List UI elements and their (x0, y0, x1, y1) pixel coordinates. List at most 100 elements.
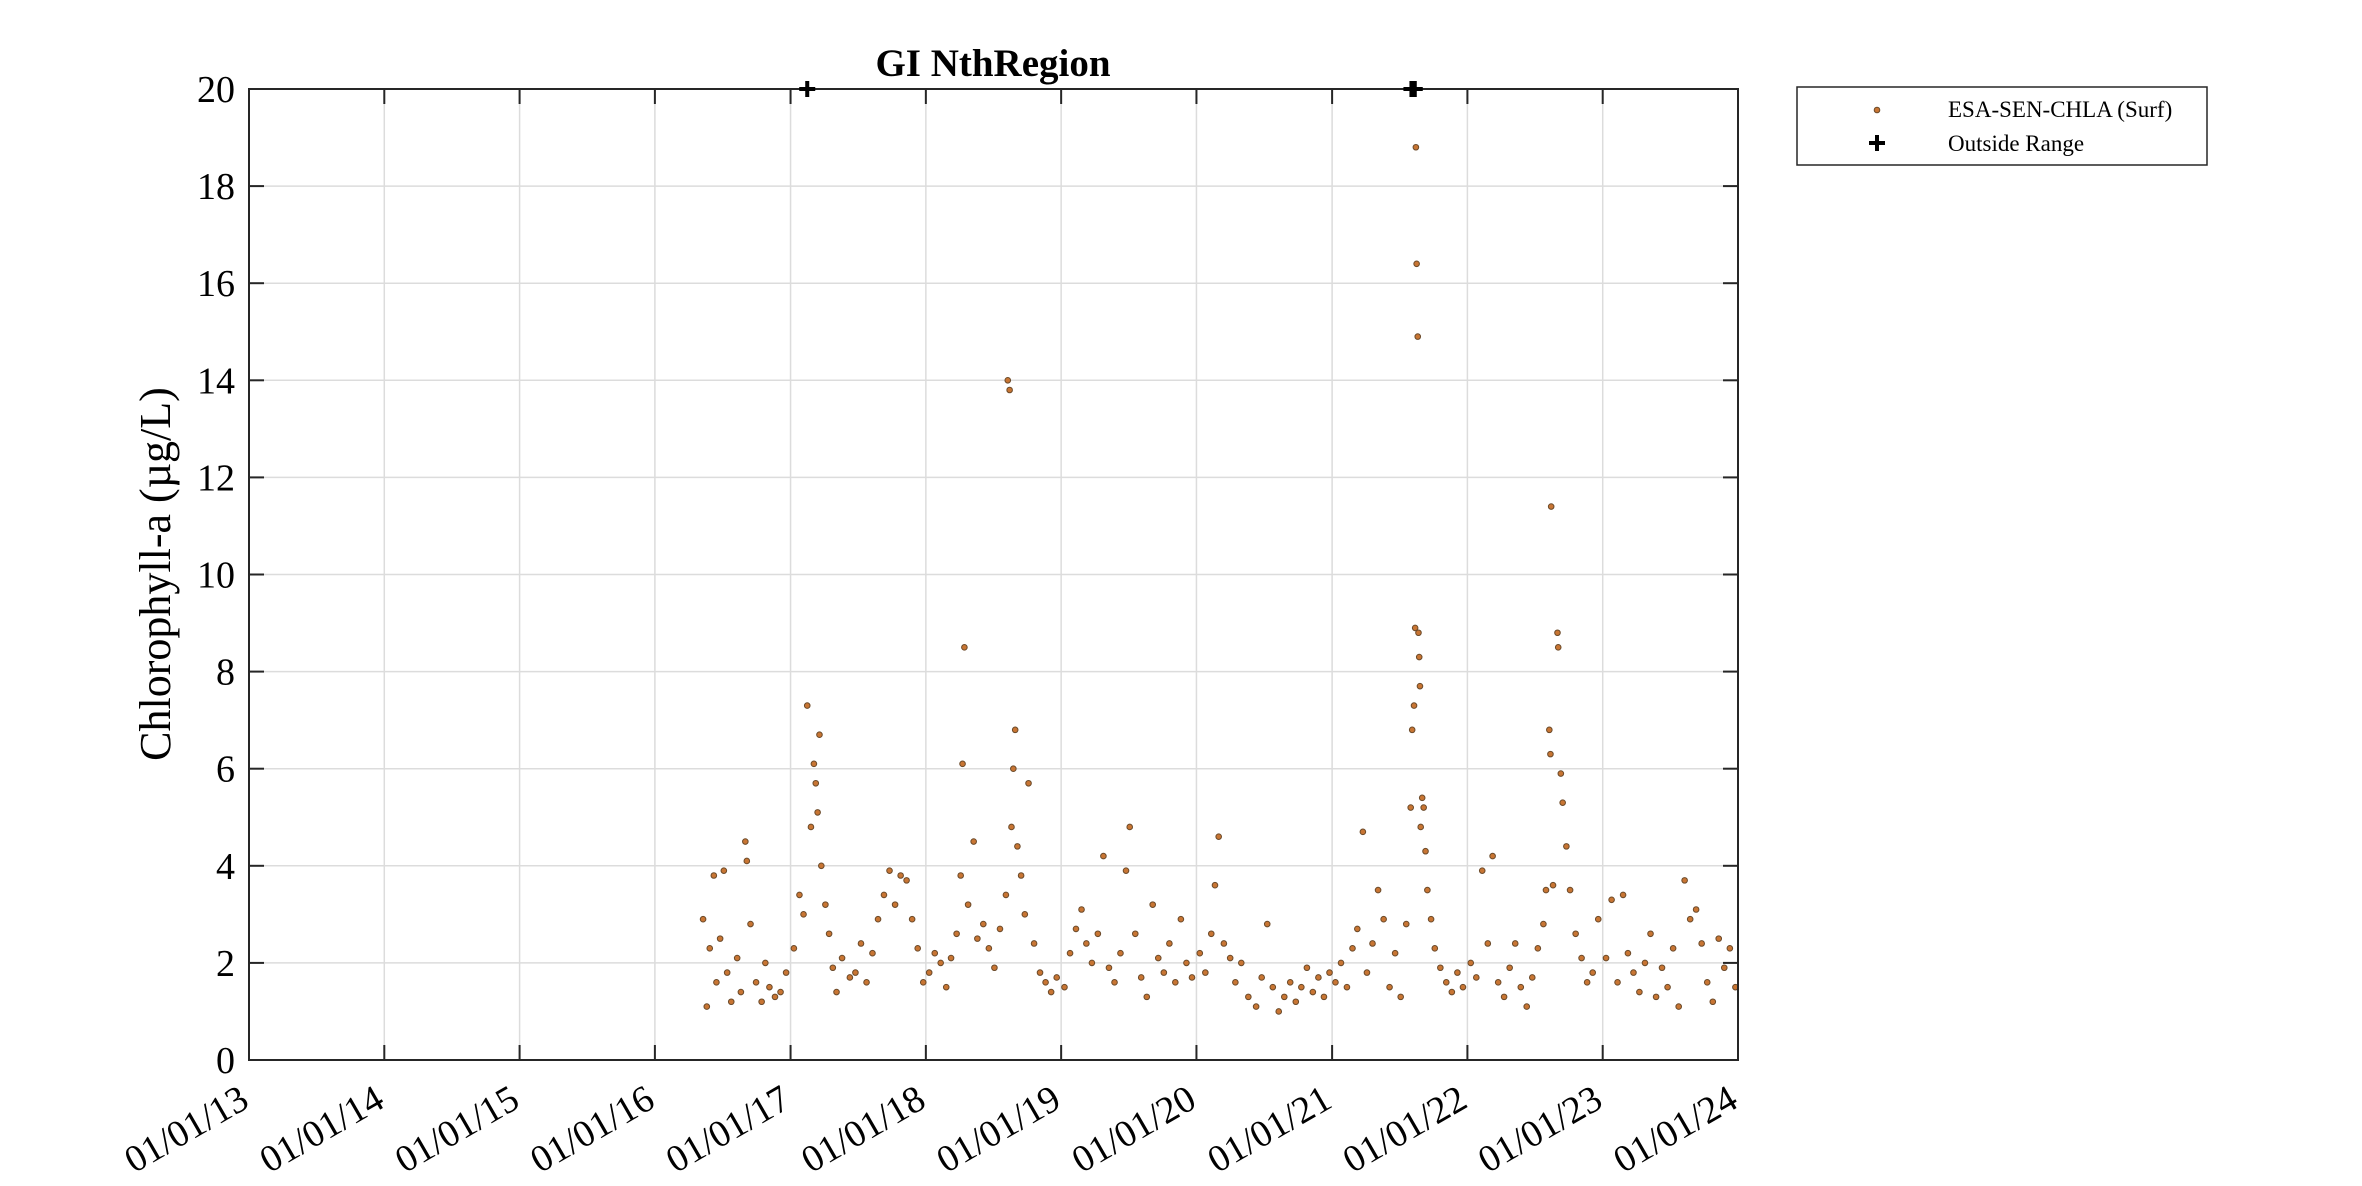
data-point (1415, 653, 1423, 661)
data-point (1036, 969, 1044, 976)
data-point (942, 983, 950, 991)
data-point (1478, 867, 1486, 874)
data-point (1172, 979, 1179, 986)
data-point (1624, 949, 1632, 957)
data-point (886, 867, 893, 874)
data-point (1021, 911, 1029, 918)
data-point (897, 872, 904, 879)
data-point (1442, 979, 1450, 986)
data-point (1017, 872, 1025, 879)
data-point (1211, 881, 1219, 889)
data-point (1117, 949, 1124, 957)
data-point (803, 702, 811, 709)
data-point (1407, 804, 1414, 811)
data-point (891, 901, 899, 908)
data-point (1332, 979, 1339, 986)
y-tick-label: 4 (216, 846, 235, 888)
data-point (846, 974, 854, 981)
data-point (1105, 964, 1113, 972)
data-point (1572, 930, 1579, 938)
data-point (1245, 993, 1252, 1001)
data-point (766, 983, 773, 991)
data-point (1066, 949, 1074, 957)
y-tick-label: 16 (197, 263, 235, 305)
data-point (703, 1003, 711, 1010)
data-point (771, 993, 779, 1001)
y-tick-label: 8 (216, 652, 235, 694)
data-point (1374, 886, 1382, 894)
data-point (1467, 959, 1475, 967)
data-point (1011, 726, 1019, 734)
data-point (1286, 979, 1294, 986)
data-point (1215, 833, 1222, 840)
data-point (752, 979, 760, 986)
data-point (1709, 998, 1717, 1006)
data-point (1094, 930, 1102, 938)
data-point (1154, 954, 1162, 962)
data-point (925, 969, 933, 976)
data-point (1042, 979, 1049, 986)
data-point (1414, 333, 1422, 340)
data-point (959, 760, 966, 768)
data-point (1196, 949, 1204, 957)
data-point (762, 959, 769, 967)
data-point (800, 911, 807, 918)
data-point (1269, 983, 1277, 991)
data-point (1534, 945, 1542, 952)
data-point (874, 915, 882, 923)
data-point (1047, 988, 1055, 996)
data-point (1549, 881, 1557, 889)
data-point (1083, 940, 1090, 947)
y-tick-label: 20 (197, 69, 235, 111)
data-point (1547, 503, 1555, 510)
data-point (1427, 915, 1435, 923)
data-point (833, 988, 840, 996)
data-point (814, 809, 821, 816)
data-point (1252, 1003, 1260, 1010)
data-point (1715, 935, 1723, 942)
data-point (1078, 906, 1085, 913)
data-point (1126, 823, 1134, 831)
y-tick-label: 10 (197, 555, 235, 597)
data-point (1363, 969, 1371, 976)
data-point (1088, 959, 1096, 967)
data-point (1131, 930, 1139, 938)
data-point (1315, 974, 1322, 981)
data-point (1547, 750, 1554, 758)
data-point (908, 915, 916, 923)
legend-label-outside-range: Outside Range (1948, 131, 2084, 156)
data-point (1309, 988, 1317, 996)
data-point (790, 945, 798, 952)
outside-range-layer (799, 81, 1423, 97)
data-point (1528, 974, 1536, 981)
data-point (1664, 983, 1671, 991)
data-point (1424, 886, 1431, 894)
data-point (742, 838, 749, 845)
data-point (1402, 920, 1410, 928)
data-point (733, 954, 741, 962)
data-point (743, 857, 751, 865)
data-point (1380, 915, 1387, 923)
data-point (1349, 945, 1356, 952)
data-point (1122, 867, 1130, 874)
data-point (931, 949, 939, 957)
data-point (1292, 998, 1300, 1006)
data-point (723, 969, 731, 976)
data-point (758, 998, 765, 1006)
data-point (1386, 983, 1393, 991)
data-point (1431, 945, 1439, 952)
data-point (1454, 969, 1461, 976)
data-point (1143, 993, 1151, 1001)
data-point (1188, 974, 1196, 981)
data-point (1473, 974, 1480, 981)
data-point (1437, 964, 1444, 972)
data-point (1418, 794, 1426, 802)
chart-title: GI NthRegion (875, 42, 1110, 85)
data-point (1166, 940, 1173, 947)
data-point (1540, 920, 1547, 928)
data-point (782, 969, 790, 976)
data-point (1337, 959, 1345, 967)
data-point (1177, 915, 1185, 923)
